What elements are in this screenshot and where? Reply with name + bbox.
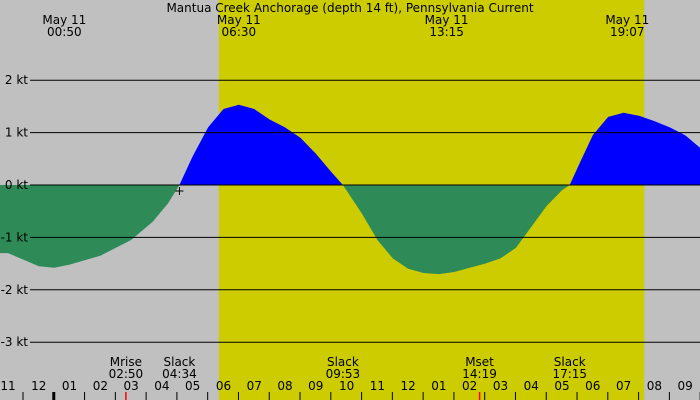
- event-name: Mrise: [110, 355, 142, 369]
- hour-tick-label: 03: [123, 379, 138, 393]
- hour-tick-label: 01: [431, 379, 446, 393]
- hour-tick-label: 11: [0, 379, 15, 393]
- midnight-marker: [52, 392, 56, 400]
- hour-tick-label: 06: [216, 379, 231, 393]
- current-time-marker: [175, 187, 184, 195]
- top-time-label: 19:07: [610, 25, 645, 39]
- hour-tick-label: 08: [647, 379, 662, 393]
- top-date-label: May 11: [217, 13, 261, 27]
- hour-tick-label: 05: [554, 379, 569, 393]
- event-name: Slack: [164, 355, 196, 369]
- y-tick-label: -3 kt: [1, 335, 29, 349]
- flood-area: [0, 104, 700, 185]
- event-time: 04:34: [162, 367, 197, 381]
- y-tick-label: 2 kt: [5, 73, 28, 87]
- gridlines: [30, 79, 700, 343]
- y-axis-labels: 2 kt 1 kt 0 kt -1 kt -2 kt -3 kt: [1, 73, 29, 349]
- hour-tick-label: 04: [524, 379, 539, 393]
- top-date-label: May 11: [42, 13, 86, 27]
- hour-tick-label: 07: [616, 379, 631, 393]
- hour-tick-label: 01: [62, 379, 77, 393]
- y-tick-label: 1 kt: [5, 126, 28, 140]
- event-time: 17:15: [552, 367, 587, 381]
- hour-tick-label: 08: [277, 379, 292, 393]
- hour-tick-label: 09: [308, 379, 323, 393]
- event-name: Slack: [554, 355, 586, 369]
- event-time: 02:50: [109, 367, 144, 381]
- ebb-area: [0, 185, 700, 275]
- hour-tick-label: 03: [493, 379, 508, 393]
- top-date-label: May 11: [425, 13, 469, 27]
- hour-tick-label: 06: [585, 379, 600, 393]
- y-tick-label: -2 kt: [1, 283, 29, 297]
- hour-tick-label: 04: [154, 379, 169, 393]
- hour-tick-label: 12: [400, 379, 415, 393]
- y-tick-label: -1 kt: [1, 230, 29, 244]
- event-name: Slack: [327, 355, 359, 369]
- event-time: 09:53: [326, 367, 361, 381]
- y-tick-label: 0 kt: [5, 178, 28, 192]
- top-time-label: 06:30: [222, 25, 257, 39]
- top-date-label: May 11: [605, 13, 649, 27]
- x-axis: 11 12 01 02 03 04 05 06 07 08 09 10 11 12 01 02 03 04 05 06…: [0, 379, 700, 400]
- hour-tick-label: 12: [31, 379, 46, 393]
- hour-tick-label: 02: [462, 379, 477, 393]
- hour-tick-label: 02: [93, 379, 108, 393]
- event-name: Mset: [465, 355, 494, 369]
- hour-tick-label: 07: [247, 379, 262, 393]
- hour-tick-label: 05: [185, 379, 200, 393]
- hour-tick-label: 09: [678, 379, 693, 393]
- event-labels: Mrise02:50Slack04:34Slack09:53Mset14:19S…: [109, 355, 587, 381]
- event-time: 14:19: [462, 367, 497, 381]
- top-time-label: 00:50: [47, 25, 82, 39]
- hour-tick-label: 10: [339, 379, 354, 393]
- top-time-label: 13:15: [429, 25, 464, 39]
- chart-title: Mantua Creek Anchorage (depth 14 ft), Pe…: [166, 1, 533, 15]
- hour-tick-label: 11: [370, 379, 385, 393]
